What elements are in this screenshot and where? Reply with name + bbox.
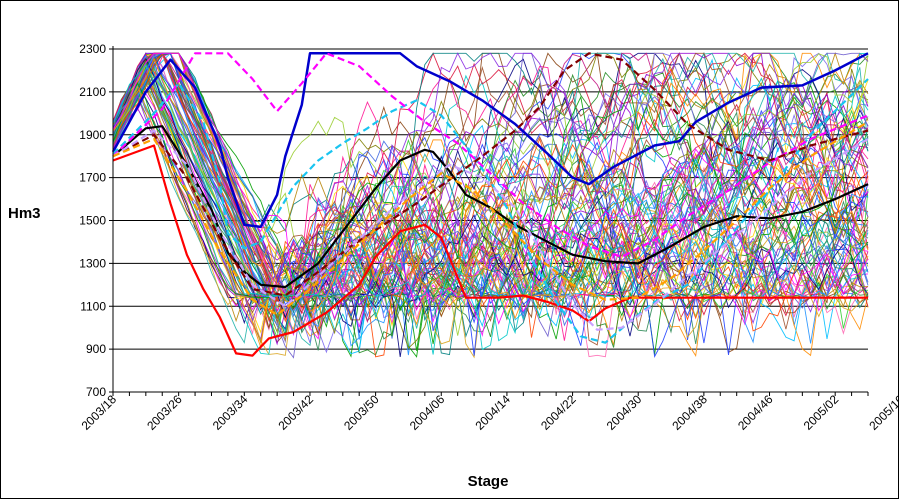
x-tick-label: 2003/42 (275, 392, 316, 433)
y-tick-label: 1500 (79, 214, 106, 228)
y-tick-label: 1100 (80, 299, 106, 313)
x-tick-label: 2003/26 (144, 392, 185, 433)
series-line (112, 85, 869, 345)
x-tick-label: 2004/38 (669, 392, 710, 433)
y-tick-label: 700 (86, 385, 106, 399)
series-line (112, 61, 869, 325)
x-tick-label: 2005/10 (866, 392, 899, 433)
y-tick-label: 2300 (79, 42, 106, 56)
series-line (112, 52, 869, 322)
series-line (112, 52, 869, 258)
series-line (112, 52, 869, 359)
series-line (112, 52, 869, 344)
background-series (112, 51, 869, 359)
series-line (112, 120, 869, 316)
series-line (112, 52, 869, 335)
axes (109, 46, 869, 396)
x-tick-label: 2003/50 (341, 392, 382, 433)
series-line (112, 52, 869, 348)
x-tick-labels: 2003/18 2003/26 2003/34 2003/42 2003/50 2004/… (79, 392, 899, 433)
x-tick-label: 2004/46 (735, 392, 776, 433)
series-line (112, 53, 869, 336)
series-line (112, 129, 869, 331)
series-line (112, 82, 869, 309)
x-axis-title: Stage (468, 473, 509, 490)
series-line (112, 52, 869, 297)
series-line (112, 52, 869, 358)
series-line (112, 78, 869, 344)
series-line (112, 52, 869, 358)
series-line (112, 66, 869, 329)
y-tick-label: 1900 (79, 128, 106, 142)
series-line (112, 52, 869, 304)
series-line (112, 52, 869, 351)
x-tick-label: 2005/02 (801, 392, 842, 433)
series-line (112, 52, 869, 308)
x-tick-label: 2004/22 (538, 392, 579, 433)
series-line (112, 51, 869, 345)
series-line (112, 52, 869, 318)
series-line (112, 59, 869, 322)
y-axis-title: Hm3 (8, 205, 41, 222)
y-tick-label: 1300 (79, 256, 106, 270)
y-tick-label: 1700 (79, 171, 106, 185)
y-tick-labels: 700 900 1100 1300 1500 1700 1900 2100 2300 (79, 42, 106, 399)
y-tick-label: 900 (86, 342, 106, 356)
series-line (112, 57, 869, 320)
series-line (112, 144, 868, 357)
x-tick-label: 2004/06 (407, 392, 448, 433)
series-line (112, 52, 869, 319)
series-line (112, 52, 869, 356)
series-line (111, 52, 869, 229)
series-line (112, 52, 869, 338)
x-tick-label: 2004/30 (604, 392, 645, 433)
highlighted-series (111, 52, 869, 357)
x-tick-label: 2003/34 (210, 392, 251, 433)
series-line (112, 52, 869, 345)
x-tick-label: 2004/14 (472, 392, 513, 433)
series-line (112, 60, 869, 320)
y-tick-label: 2100 (79, 85, 106, 99)
